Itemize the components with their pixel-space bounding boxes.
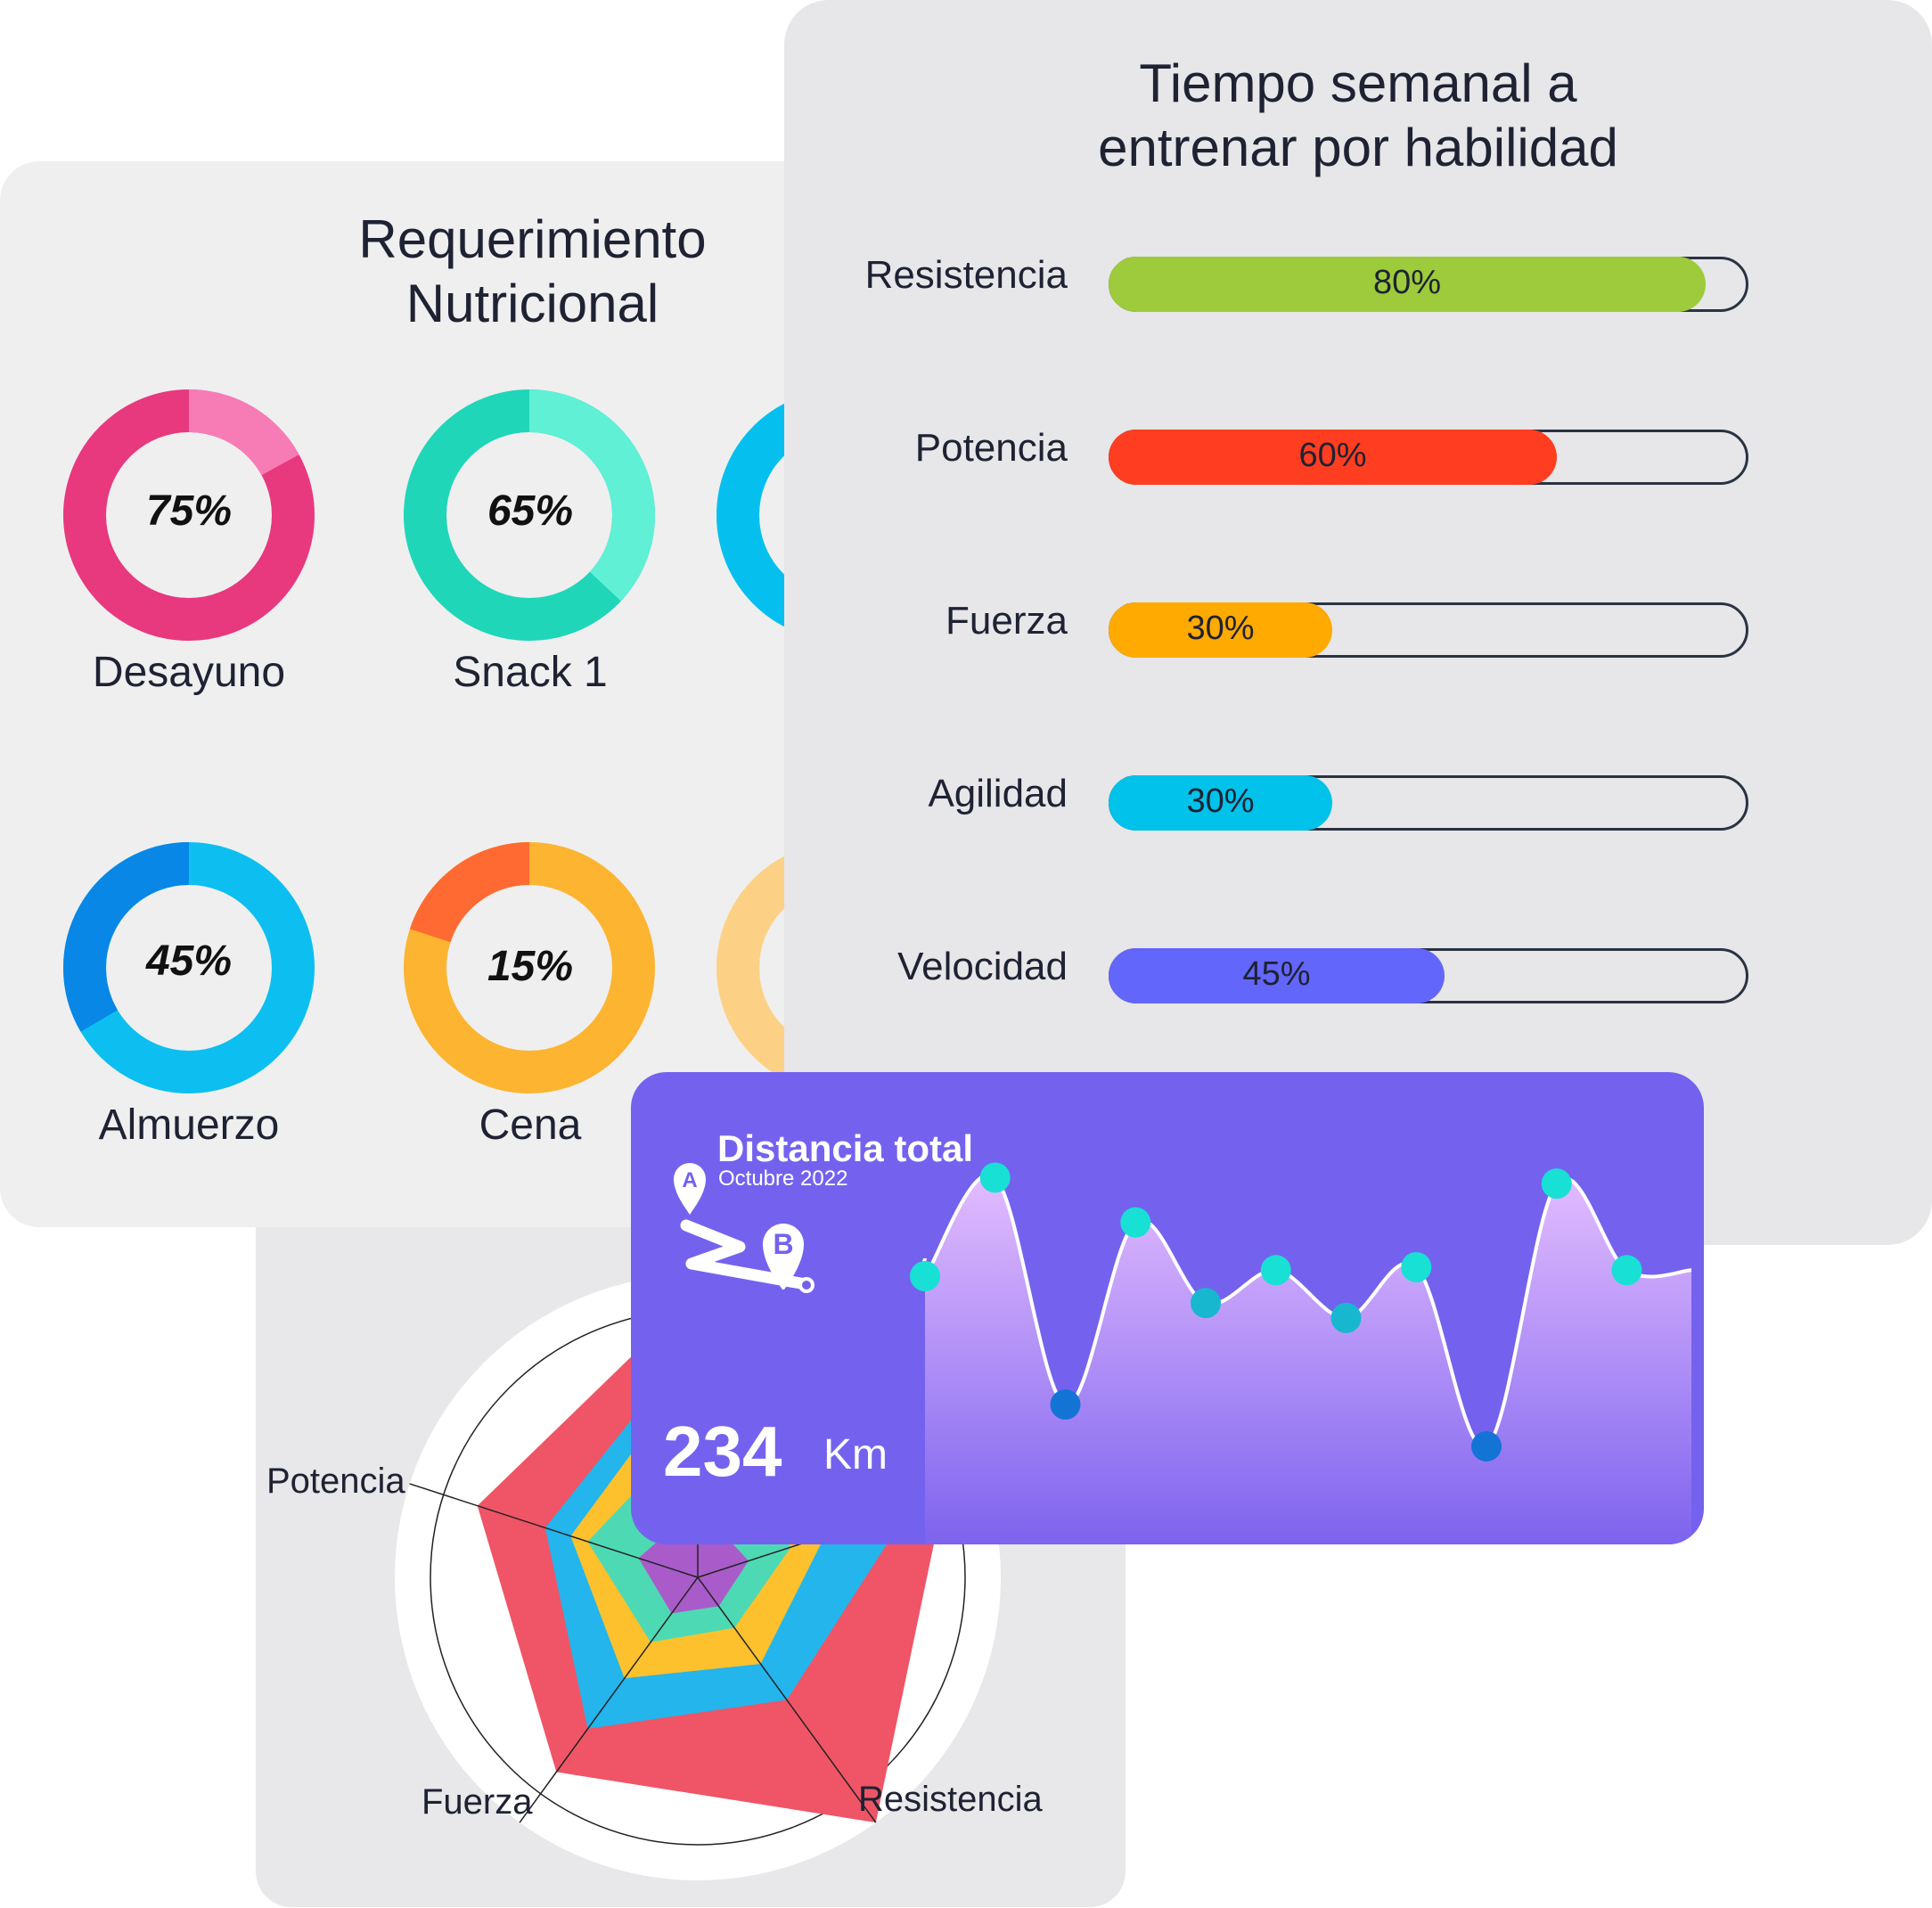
distance-point xyxy=(910,1261,940,1291)
distance-area xyxy=(910,1162,1692,1544)
skill-value-agilidad: 30% xyxy=(1186,782,1255,820)
pin-a-letter: A xyxy=(682,1168,697,1192)
skill-value-fuerza: 30% xyxy=(1186,610,1255,647)
training-card: Tiempo semanal a entrenar por habilidad … xyxy=(784,0,1932,1245)
distance-subtitle: Octubre 2022 xyxy=(718,1167,848,1191)
donut-value-almuerzo: 45% xyxy=(145,938,233,985)
pin-b-letter: B xyxy=(773,1228,793,1260)
radar-axis-label-fuerza: Fuerza xyxy=(422,1782,533,1822)
distance-point xyxy=(1541,1168,1572,1200)
donut-value-cena: 15% xyxy=(487,943,574,990)
distance-point xyxy=(1120,1207,1151,1238)
distance-point xyxy=(979,1162,1011,1193)
route-path xyxy=(680,1219,812,1290)
donut-desayuno xyxy=(63,389,315,641)
donut-accent-arc xyxy=(63,842,190,1032)
donut-value-snack: 65% xyxy=(487,487,574,535)
pin-b-icon xyxy=(763,1224,804,1290)
distance-card: A B Distancia total Octubre 2022 234 Km xyxy=(631,1072,1704,1544)
donut-label-desayuno: Desayuno xyxy=(92,649,286,696)
skill-label-agilidad: Agilidad xyxy=(928,772,1068,815)
distance-point xyxy=(1471,1430,1502,1462)
distance-chart: A B xyxy=(674,1162,1692,1544)
nutrition-title-line1: Requerimiento xyxy=(358,209,707,269)
donut-label-almuerzo: Almuerzo xyxy=(98,1101,280,1149)
pin-a-icon xyxy=(674,1162,706,1215)
training-title: Tiempo semanal a entrenar por habilidad xyxy=(784,52,1932,180)
skill-fill-velocidad xyxy=(1109,948,1445,1003)
distance-point xyxy=(1330,1302,1362,1333)
skill-value-potencia: 60% xyxy=(1298,437,1367,474)
radar-axis-label-resistencia: Resistencia xyxy=(858,1780,1044,1819)
distance-unit: Km xyxy=(823,1431,888,1478)
distance-value: 234 xyxy=(663,1412,782,1491)
distance-point xyxy=(1611,1255,1642,1286)
skill-value-velocidad: 45% xyxy=(1242,955,1311,993)
distance-area-fill xyxy=(920,1175,1691,1544)
radar-spoke xyxy=(697,1576,877,1823)
training-title-line2: entrenar por habilidad xyxy=(1098,118,1618,177)
donut-accent-arc xyxy=(188,389,299,476)
route-end-dot xyxy=(798,1277,815,1293)
training-title-line1: Tiempo semanal a xyxy=(1139,53,1577,113)
route-icon: A B xyxy=(674,1162,815,1293)
skill-fill-resistencia xyxy=(1109,257,1706,312)
distance-point xyxy=(1050,1389,1081,1421)
donut-accent-arc xyxy=(528,389,655,602)
radar-axis-label-potencia: Potencia xyxy=(266,1462,405,1501)
donut-snack-1 xyxy=(404,389,655,641)
skill-label-potencia: Potencia xyxy=(914,426,1068,470)
skill-fill-fuerza xyxy=(1109,602,1332,658)
nutrition-title-line2: Nutricional xyxy=(405,274,659,333)
distance-point xyxy=(1401,1251,1432,1282)
donut-label-cena: Cena xyxy=(479,1101,582,1149)
radar-spoke xyxy=(409,1483,699,1578)
skill-value-resistencia: 80% xyxy=(1372,264,1442,301)
distance-title: Distancia total xyxy=(717,1127,974,1169)
nutrition-title: Requerimiento Nutricional xyxy=(0,208,998,336)
donut-cena xyxy=(404,842,655,1093)
distance-point xyxy=(1260,1255,1291,1286)
skill-label-fuerza: Fuerza xyxy=(946,599,1068,643)
donut-accent-arc xyxy=(409,842,530,943)
donut-label-snack: Snack 1 xyxy=(453,649,608,696)
radar-spoke xyxy=(519,1576,699,1823)
skill-label-resistencia: Resistencia xyxy=(864,253,1068,297)
distance-point xyxy=(1191,1288,1222,1319)
skill-fill-agilidad xyxy=(1109,775,1332,831)
donut-value-desayuno: 75% xyxy=(145,487,233,535)
skill-label-velocidad: Velocidad xyxy=(897,945,1068,988)
skill-fill-potencia xyxy=(1109,430,1557,485)
donut-almuerzo xyxy=(63,842,315,1093)
